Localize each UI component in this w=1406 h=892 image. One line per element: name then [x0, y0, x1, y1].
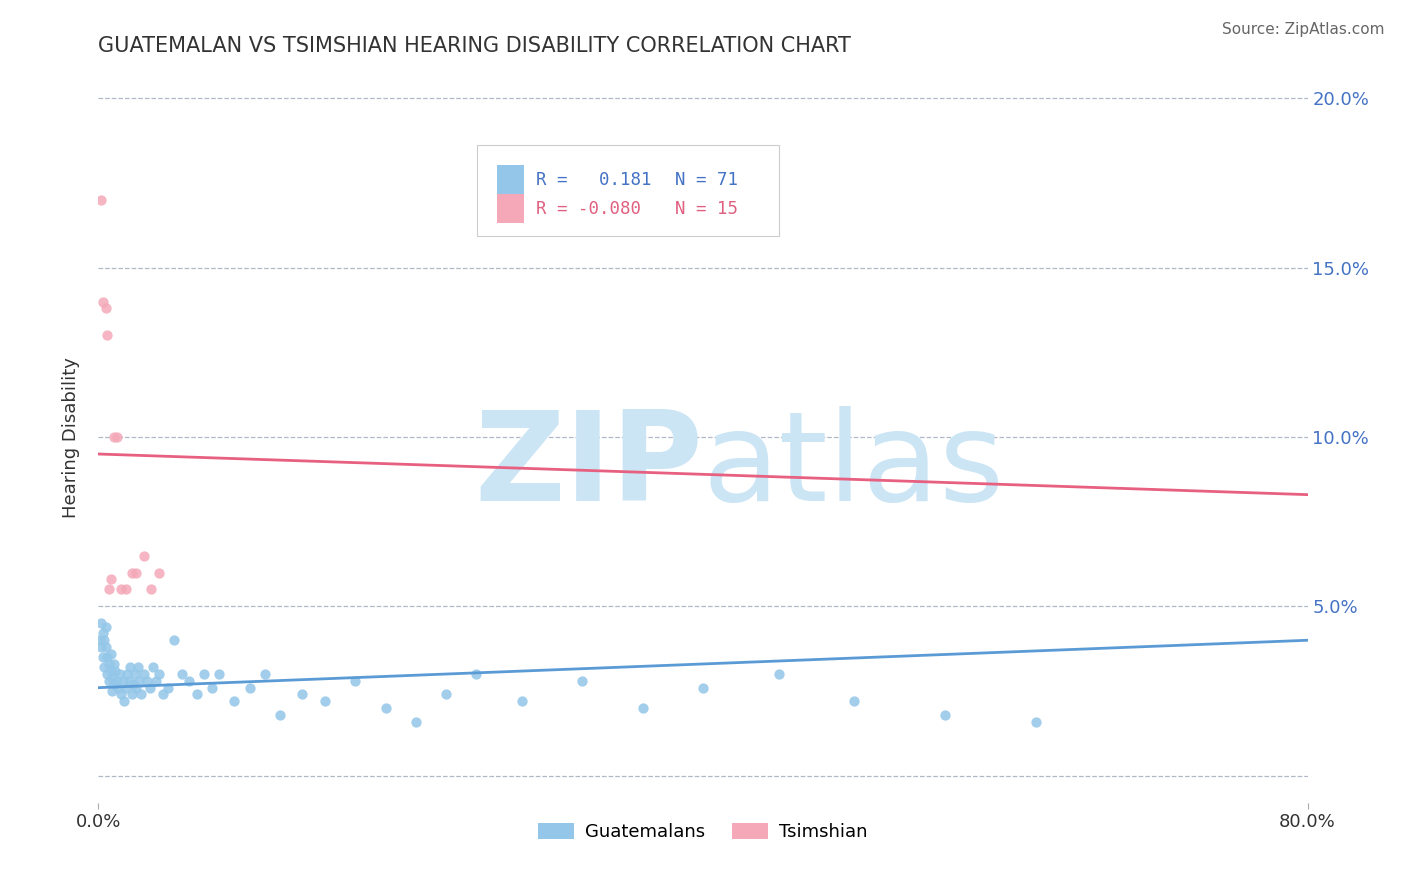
- Bar: [498, 166, 524, 194]
- Point: [405, 714, 427, 729]
- Point: [571, 673, 593, 688]
- Point: [631, 701, 654, 715]
- Point: [103, 430, 125, 444]
- Point: [224, 694, 246, 708]
- Point: [105, 430, 128, 444]
- Point: [465, 667, 488, 681]
- Point: [208, 667, 231, 681]
- Point: [374, 701, 396, 715]
- Point: [127, 660, 149, 674]
- Point: [98, 582, 121, 597]
- Point: [135, 673, 157, 688]
- Text: N = 71: N = 71: [675, 171, 738, 189]
- Point: [93, 633, 115, 648]
- Point: [125, 566, 148, 580]
- Point: [104, 664, 127, 678]
- Point: [93, 660, 115, 674]
- Point: [101, 684, 124, 698]
- Point: [94, 301, 117, 316]
- Point: [692, 681, 714, 695]
- Point: [115, 667, 138, 681]
- Point: [112, 694, 135, 708]
- Point: [132, 667, 155, 681]
- Text: Source: ZipAtlas.com: Source: ZipAtlas.com: [1222, 22, 1385, 37]
- Point: [152, 688, 174, 702]
- Point: [96, 667, 118, 681]
- Point: [124, 667, 146, 681]
- Point: [125, 681, 148, 695]
- Legend: Guatemalans, Tsimshian: Guatemalans, Tsimshian: [531, 816, 875, 848]
- Text: R = -0.080: R = -0.080: [536, 200, 641, 218]
- Point: [142, 660, 165, 674]
- Point: [141, 582, 163, 597]
- Point: [132, 549, 155, 563]
- Bar: [498, 194, 524, 223]
- Point: [105, 673, 128, 688]
- Point: [100, 647, 122, 661]
- Point: [148, 667, 170, 681]
- Point: [94, 620, 117, 634]
- Point: [110, 582, 132, 597]
- Point: [91, 626, 114, 640]
- Point: [844, 694, 866, 708]
- Point: [253, 667, 276, 681]
- Point: [179, 673, 201, 688]
- Point: [103, 677, 125, 691]
- Point: [291, 688, 314, 702]
- Text: N = 15: N = 15: [675, 200, 738, 218]
- Point: [768, 667, 790, 681]
- Point: [91, 294, 114, 309]
- Point: [94, 640, 117, 654]
- Point: [120, 660, 142, 674]
- Point: [90, 640, 112, 654]
- Point: [96, 328, 118, 343]
- Point: [148, 566, 170, 580]
- Point: [314, 694, 336, 708]
- Point: [121, 566, 143, 580]
- Point: [156, 681, 179, 695]
- Point: [139, 681, 162, 695]
- Point: [170, 667, 193, 681]
- Point: [193, 667, 215, 681]
- Point: [186, 688, 208, 702]
- Point: [1024, 714, 1046, 729]
- Point: [934, 707, 956, 722]
- FancyBboxPatch shape: [477, 145, 779, 235]
- Point: [121, 688, 143, 702]
- Point: [107, 681, 129, 695]
- Point: [239, 681, 262, 695]
- Text: atlas: atlas: [703, 406, 1005, 527]
- Point: [128, 673, 150, 688]
- Point: [122, 677, 145, 691]
- Point: [91, 650, 114, 665]
- Point: [100, 664, 122, 678]
- Text: ZIP: ZIP: [474, 406, 703, 527]
- Point: [108, 667, 131, 681]
- Point: [145, 673, 167, 688]
- Point: [129, 688, 152, 702]
- Point: [101, 671, 124, 685]
- Point: [111, 673, 134, 688]
- Point: [434, 688, 457, 702]
- Point: [90, 616, 112, 631]
- Point: [201, 681, 224, 695]
- Point: [110, 688, 132, 702]
- Point: [163, 633, 186, 648]
- Point: [90, 193, 112, 207]
- Text: GUATEMALAN VS TSIMSHIAN HEARING DISABILITY CORRELATION CHART: GUATEMALAN VS TSIMSHIAN HEARING DISABILI…: [98, 36, 851, 56]
- Point: [269, 707, 291, 722]
- Point: [118, 673, 141, 688]
- Point: [100, 572, 122, 586]
- Point: [98, 657, 121, 671]
- Point: [114, 582, 136, 597]
- Point: [89, 633, 111, 648]
- Y-axis label: Hearing Disability: Hearing Disability: [62, 357, 80, 517]
- Text: R =   0.181: R = 0.181: [536, 171, 651, 189]
- Point: [344, 673, 367, 688]
- Point: [98, 673, 121, 688]
- Point: [510, 694, 533, 708]
- Point: [103, 657, 125, 671]
- Point: [114, 681, 136, 695]
- Point: [96, 650, 118, 665]
